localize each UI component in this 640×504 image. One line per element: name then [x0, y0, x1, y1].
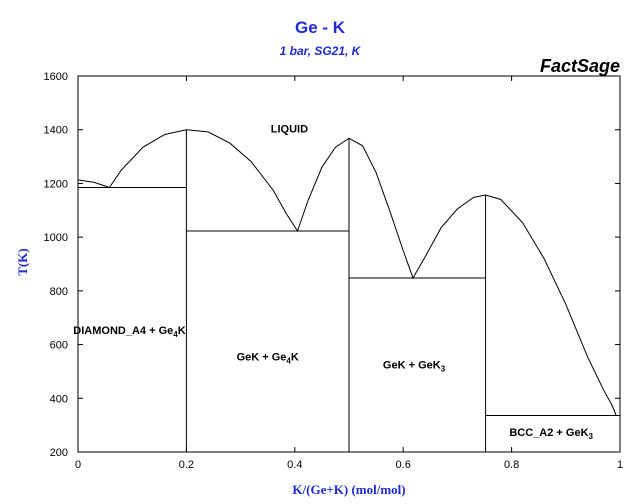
x-tick-label: 0.8	[504, 459, 519, 471]
y-tick-label: 200	[50, 447, 68, 459]
chart-subtitle: 1 bar, SG21, K	[279, 44, 361, 58]
y-tick-label: 400	[50, 393, 68, 405]
region-label-tail: K	[178, 325, 186, 337]
x-tick-label: 0.4	[287, 459, 302, 471]
x-tick-label: 1	[617, 459, 623, 471]
liquidus-line	[77, 129, 617, 416]
region-label-main: LIQUID	[271, 123, 308, 135]
region-label-subscript: 3	[441, 365, 446, 374]
y-tick-label: 1200	[44, 178, 68, 190]
y-tick-label: 1400	[44, 125, 68, 137]
region-label-main: BCC_A2 + GeK	[509, 427, 588, 439]
region-label: GeK + Ge4K	[237, 352, 299, 366]
region-label-main: GeK + GeK	[383, 360, 441, 372]
y-tick-label: 1000	[44, 232, 68, 244]
phase-boundaries	[77, 129, 620, 452]
region-label-subscript: 4	[286, 357, 291, 366]
region-label-tail: K	[291, 352, 299, 364]
region-label: LIQUID	[271, 123, 308, 135]
x-tick-label: 0.6	[396, 459, 411, 471]
y-tick-label: 1600	[44, 71, 68, 83]
region-label-subscript: 3	[589, 432, 594, 441]
x-tick-label: 0.2	[179, 459, 194, 471]
x-tick-label: 0	[75, 459, 81, 471]
region-label-main: DIAMOND_A4 + Ge	[73, 325, 173, 337]
chart-title: Ge - K	[294, 18, 346, 37]
factsage-brand-label: FactSage	[539, 56, 620, 76]
region-label: GeK + GeK3	[383, 360, 446, 374]
region-label: BCC_A2 + GeK3	[509, 427, 593, 441]
y-tick-label: 600	[50, 340, 68, 352]
region-label: DIAMOND_A4 + Ge4K	[73, 325, 185, 339]
region-label-subscript: 4	[173, 330, 178, 339]
x-axis-label: K/(Ge+K) (mol/mol)	[292, 482, 405, 497]
axis-ticks: 0 0.2 0.4 0.6 0.8 120040060080010001200140016…	[44, 71, 624, 471]
y-axis-label: T(K)	[15, 248, 30, 275]
region-label-main: GeK + Ge	[237, 352, 287, 364]
y-tick-label: 800	[50, 286, 68, 298]
